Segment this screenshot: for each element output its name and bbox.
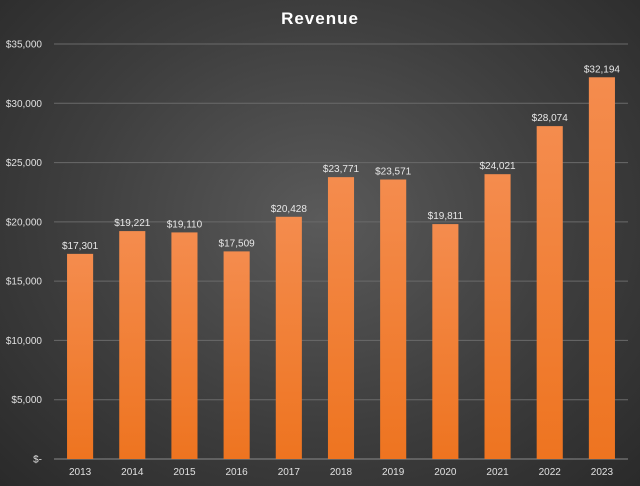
bar-2022	[536, 126, 563, 460]
x-tick-label-2013: 2013	[69, 467, 92, 478]
x-tick-label-2015: 2015	[173, 467, 196, 478]
data-label-2022: $28,074	[532, 113, 569, 124]
bar-2014	[119, 231, 146, 459]
bar-2019	[380, 179, 407, 459]
bar-2013	[67, 253, 94, 459]
y-tick-label: $20,000	[6, 217, 43, 228]
x-tick-label-2022: 2022	[539, 467, 562, 478]
x-tick-label-2021: 2021	[486, 467, 509, 478]
x-tick-label-2019: 2019	[382, 467, 405, 478]
data-label-2023: $32,194	[584, 64, 621, 75]
y-tick-label: $15,000	[6, 277, 43, 288]
data-label-2020: $19,811	[428, 211, 464, 222]
bar-2015	[171, 232, 198, 459]
bar-2016	[223, 251, 250, 459]
data-label-2018: $23,771	[323, 164, 360, 175]
x-tick-label-2020: 2020	[434, 467, 457, 478]
x-tick-label-2018: 2018	[330, 467, 353, 478]
y-tick-label: $30,000	[6, 99, 43, 110]
data-label-2019: $23,571	[375, 167, 412, 178]
bar-2017	[275, 216, 302, 459]
data-labels: $17,301 $19,221 $19,110 $17,509 $20,428 $23,7…	[62, 64, 620, 252]
bar-2020	[432, 224, 459, 459]
x-tick-label-2014: 2014	[121, 467, 144, 478]
bars	[67, 77, 615, 460]
data-label-2016: $17,509	[219, 238, 256, 249]
data-label-2013: $17,301	[62, 241, 99, 252]
x-tick-label-2017: 2017	[278, 467, 301, 478]
data-label-2014: $19,221	[114, 218, 151, 229]
y-tick-label: $10,000	[6, 336, 43, 347]
y-tick-label: $-	[33, 455, 42, 466]
bar-2018	[327, 177, 355, 459]
data-label-2015: $19,110	[167, 219, 203, 230]
y-axis-ticks: $- $5,000 $10,000 $15,000 $20,000 $25,000 $30,…	[6, 40, 43, 466]
y-tick-label: $25,000	[6, 158, 43, 169]
data-label-2017: $20,428	[271, 204, 308, 215]
bar-2023	[588, 77, 615, 459]
chart-title: Revenue	[281, 9, 359, 28]
x-axis-ticks: 2013 2014 2015 2016 2017 2018 2019 2020 2021 2022…	[69, 467, 614, 478]
y-tick-label: $35,000	[6, 40, 43, 51]
bar-2021	[484, 174, 511, 459]
x-tick-label-2023: 2023	[591, 467, 614, 478]
y-tick-label: $5,000	[11, 395, 42, 406]
data-label-2021: $24,021	[479, 161, 516, 172]
x-tick-label-2016: 2016	[226, 467, 249, 478]
